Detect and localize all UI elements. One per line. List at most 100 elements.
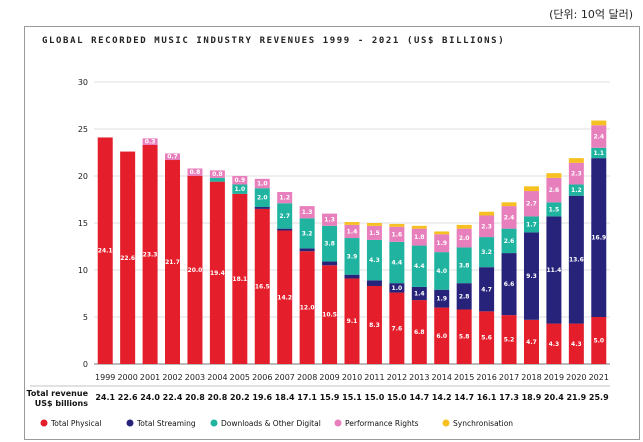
bar-segment xyxy=(254,207,270,209)
bar-segment xyxy=(209,181,225,364)
legend-label: Performance Rights xyxy=(345,419,419,428)
bar-value-label: 2.8 xyxy=(459,293,470,300)
bar-segment xyxy=(366,223,382,226)
bar-value-label: 2.4 xyxy=(593,134,604,141)
bar-value-label: 2.6 xyxy=(504,238,515,245)
bar-segment xyxy=(411,245,427,287)
x-tick-label: 1999 xyxy=(95,373,115,382)
bar-segment xyxy=(165,153,181,161)
bar-segment xyxy=(142,144,158,364)
total-row-label-unit: US$ billions xyxy=(35,399,88,408)
bar-segment xyxy=(501,202,517,207)
bar-segment xyxy=(546,177,562,203)
bar-segment xyxy=(389,292,405,364)
bar-value-label: 3.8 xyxy=(459,262,470,269)
bar-segment xyxy=(546,173,562,178)
bar-value-label: 9.3 xyxy=(526,273,537,280)
bar-segment xyxy=(299,251,315,364)
bar-segment xyxy=(434,234,450,253)
bar-value-label: 2.6 xyxy=(549,187,560,194)
bar-value-label: 9.1 xyxy=(347,318,358,325)
bar-value-label: 1.9 xyxy=(436,296,447,303)
bar-segment xyxy=(209,170,225,178)
x-tick-label: 2010 xyxy=(342,373,362,382)
bar-segment xyxy=(232,176,248,185)
bar-segment xyxy=(366,280,382,286)
bar-segment xyxy=(97,137,113,364)
total-revenue-value: 20.4 xyxy=(544,393,564,402)
bar-value-label: 18.1 xyxy=(232,276,247,283)
bar-segment xyxy=(344,222,360,225)
bar-value-label: 4.3 xyxy=(571,341,582,348)
bar-value-label: 0.3 xyxy=(145,139,156,146)
bar-segment xyxy=(254,178,270,189)
bar-value-label: 5.0 xyxy=(593,338,604,345)
x-tick-label: 2009 xyxy=(319,373,339,382)
bar-value-label: 0.8 xyxy=(190,169,201,176)
bar-value-label: 14.2 xyxy=(277,294,292,301)
bar-segment xyxy=(322,261,338,266)
x-tick-label: 2001 xyxy=(140,373,160,382)
bar-segment xyxy=(299,218,315,249)
bar-value-label: 1.0 xyxy=(257,181,268,188)
bar-value-label: 1.1 xyxy=(593,150,604,157)
total-revenue-value: 22.4 xyxy=(163,393,183,402)
bar-value-label: 1.4 xyxy=(414,291,425,298)
bar-segment xyxy=(568,195,584,324)
bar-segment xyxy=(411,225,427,229)
total-revenue-value: 20.8 xyxy=(208,393,228,402)
chart-frame xyxy=(24,26,640,440)
total-revenue-value: 14.7 xyxy=(454,393,474,402)
bar-value-label: 16.5 xyxy=(255,283,270,290)
bar-segment xyxy=(120,151,136,364)
bar-segment xyxy=(568,184,584,196)
total-revenue-value: 15.0 xyxy=(387,393,407,402)
bar-value-label: 2.0 xyxy=(257,195,268,202)
bar-segment xyxy=(479,237,495,268)
total-revenue-value: 25.9 xyxy=(589,393,609,402)
bar-segment xyxy=(187,176,203,364)
bar-segment xyxy=(299,206,315,219)
bar-segment xyxy=(479,215,495,238)
bar-segment xyxy=(501,228,517,254)
bar-segment xyxy=(344,274,360,279)
total-revenue-value: 19.6 xyxy=(252,393,272,402)
bar-value-label: 1.8 xyxy=(414,234,425,241)
y-tick-label: 0 xyxy=(83,360,88,369)
bar-segment xyxy=(254,188,270,208)
bar-value-label: 3.8 xyxy=(324,241,335,248)
total-revenue-value: 18.4 xyxy=(275,393,295,402)
bar-value-label: 2.3 xyxy=(481,223,492,230)
bar-segment xyxy=(254,208,270,364)
bar-segment xyxy=(523,186,539,192)
bar-segment xyxy=(322,213,338,226)
bar-value-label: 23.3 xyxy=(143,251,158,258)
unit-note: (단위: 10억 달러) xyxy=(549,8,633,21)
bar-segment xyxy=(568,323,584,364)
legend-marker xyxy=(126,419,134,427)
bar-segment xyxy=(277,230,293,364)
bar-value-label: 1.0 xyxy=(392,285,403,292)
legend-marker xyxy=(334,419,342,427)
bar-value-label: 5.6 xyxy=(481,335,492,342)
bar-segment xyxy=(456,283,472,310)
bar-segment xyxy=(456,228,472,248)
total-revenue-value: 14.7 xyxy=(409,393,429,402)
bar-segment xyxy=(523,319,539,364)
bar-segment xyxy=(277,191,293,204)
bar-segment xyxy=(187,168,203,176)
bar-value-label: 4.3 xyxy=(369,257,380,264)
bar-segment xyxy=(366,225,382,240)
bar-value-label: 4.7 xyxy=(526,339,537,346)
bar-value-label: 5.2 xyxy=(504,337,515,344)
total-revenue-value: 20.8 xyxy=(185,393,205,402)
bar-value-label: 6.8 xyxy=(414,329,425,336)
bar-segment xyxy=(344,224,360,239)
bar-value-label: 1.4 xyxy=(347,228,358,235)
bar-segment xyxy=(366,239,382,281)
bar-value-label: 4.3 xyxy=(549,341,560,348)
bar-segment xyxy=(389,226,405,242)
bar-value-label: 22.6 xyxy=(120,255,135,262)
bar-value-label: 11.4 xyxy=(547,267,562,274)
x-tick-label: 2004 xyxy=(207,373,227,382)
